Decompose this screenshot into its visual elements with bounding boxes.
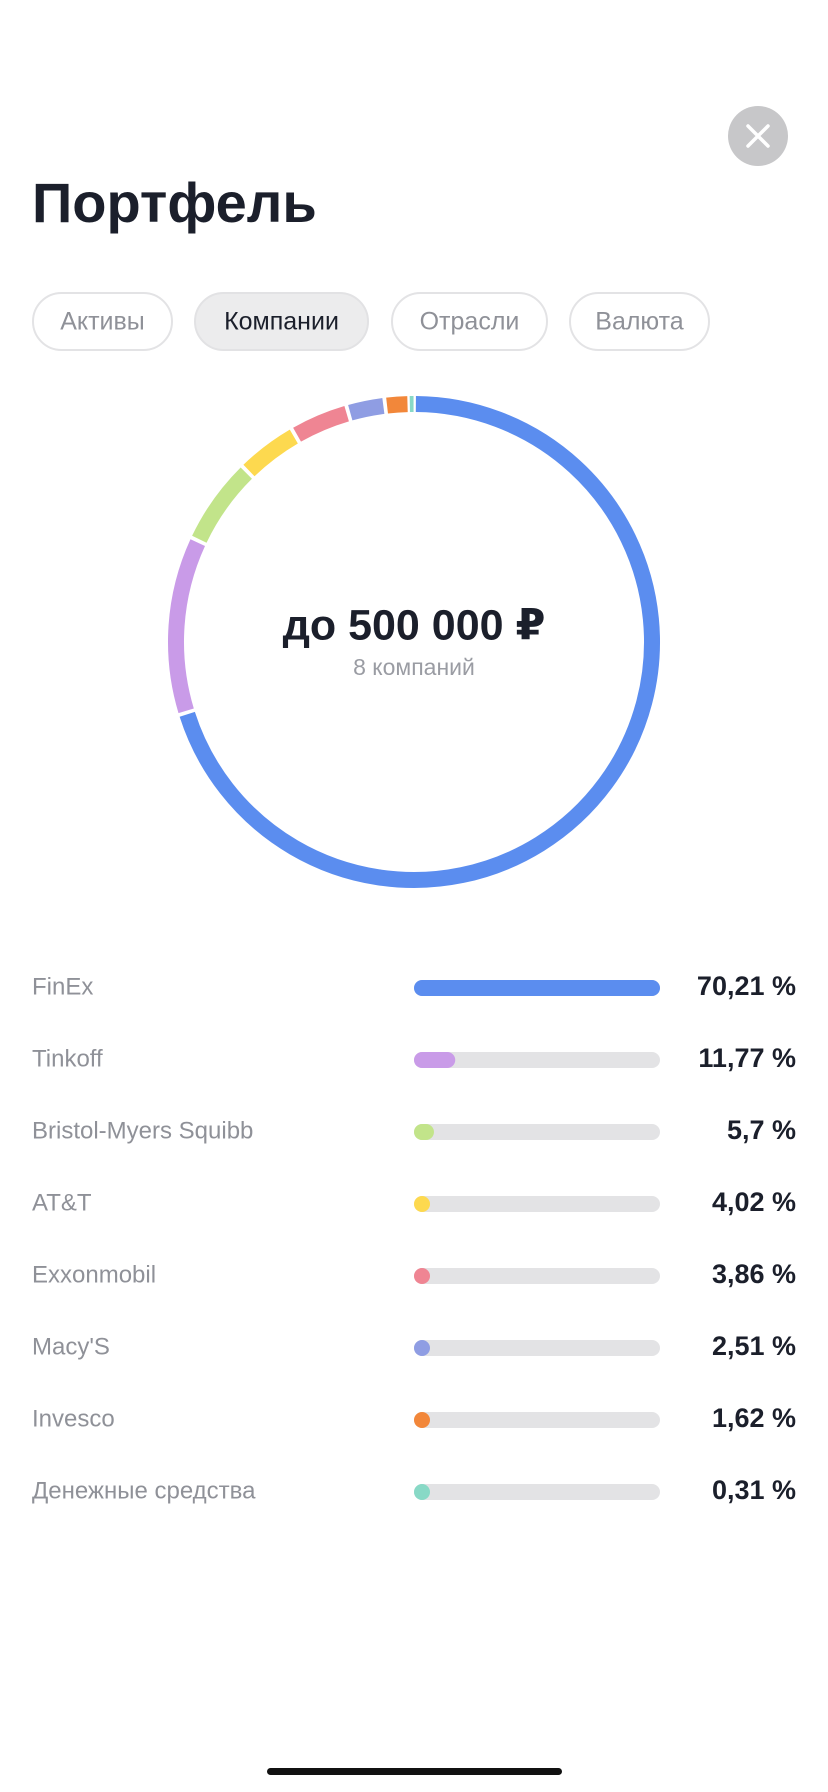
tab[interactable]: Компании bbox=[194, 292, 369, 351]
donut-segment bbox=[348, 398, 385, 421]
bar-track bbox=[414, 1412, 660, 1428]
donut-segment bbox=[386, 396, 408, 414]
company-row: AT&T 4,02 % bbox=[32, 1187, 796, 1217]
close-button[interactable] bbox=[728, 106, 788, 166]
tab-pill[interactable] bbox=[569, 292, 710, 351]
company-name: Macy'S bbox=[32, 1333, 110, 1360]
value-label: 4,02 % bbox=[712, 1187, 796, 1217]
donut-segment bbox=[293, 406, 350, 442]
company-row: Денежные средства 0,31 % bbox=[32, 1475, 796, 1505]
tab-label[interactable]: Компании bbox=[224, 308, 339, 336]
chart-subtitle: 8 компаний bbox=[353, 654, 475, 680]
bar-fill bbox=[414, 1484, 430, 1500]
tab-label[interactable]: Активы bbox=[60, 308, 145, 336]
donut-segment bbox=[179, 396, 660, 888]
value-label: 5,7 % bbox=[727, 1115, 796, 1145]
bar-fill bbox=[414, 1124, 434, 1140]
bar-track bbox=[414, 1484, 660, 1500]
bar-track bbox=[414, 1340, 660, 1356]
value-label: 3,86 % bbox=[712, 1259, 796, 1289]
chart-title: до 500 000 ₽ bbox=[283, 601, 546, 649]
company-list: FinEx 70,21 % Tinkoff 11,77 % Bristol-Myers … bbox=[32, 971, 796, 1505]
tab[interactable]: Валюта bbox=[569, 292, 710, 351]
bar-track bbox=[414, 1052, 660, 1068]
tab-label[interactable]: Валюта bbox=[595, 308, 684, 336]
company-name: Invesco bbox=[32, 1405, 115, 1432]
bar-fill bbox=[414, 1052, 456, 1068]
bar-fill bbox=[414, 1268, 430, 1284]
donut-segment bbox=[243, 429, 298, 477]
tab-pill[interactable] bbox=[391, 292, 548, 351]
company-row: Exxonmobil 3,86 % bbox=[32, 1259, 796, 1289]
value-label: 70,21 % bbox=[697, 971, 796, 1001]
tabs: Активы Компании Отрасли Валюта bbox=[32, 292, 710, 351]
company-name: Exxonmobil bbox=[32, 1261, 156, 1288]
company-name: Bristol-Myers Squibb bbox=[32, 1117, 253, 1144]
tab-label[interactable]: Отрасли bbox=[420, 308, 520, 336]
bar-track bbox=[414, 1196, 660, 1212]
company-row: Bristol-Myers Squibb 5,7 % bbox=[32, 1115, 796, 1145]
donut-segment bbox=[192, 467, 253, 543]
home-indicator bbox=[267, 1768, 562, 1775]
bar-fill bbox=[414, 1340, 430, 1356]
company-row: Invesco 1,62 % bbox=[32, 1403, 796, 1433]
tab-pill[interactable] bbox=[194, 292, 369, 351]
value-label: 1,62 % bbox=[712, 1403, 796, 1433]
bar-fill bbox=[414, 980, 660, 996]
bar-fill bbox=[414, 1412, 430, 1428]
close-icon[interactable] bbox=[746, 124, 770, 148]
company-row: FinEx 70,21 % bbox=[32, 971, 796, 1001]
company-row: Macy'S 2,51 % bbox=[32, 1331, 796, 1361]
page-title: Портфель bbox=[32, 171, 317, 234]
company-name: AT&T bbox=[32, 1189, 92, 1216]
company-name: FinEx bbox=[32, 973, 93, 1000]
bar-fill bbox=[414, 1196, 430, 1212]
company-row: Tinkoff 11,77 % bbox=[32, 1043, 796, 1073]
tab[interactable]: Отрасли bbox=[391, 292, 548, 351]
donut-chart bbox=[168, 396, 660, 888]
tab-pill[interactable] bbox=[32, 292, 173, 351]
bar-track bbox=[414, 1268, 660, 1284]
donut-segment bbox=[168, 539, 206, 714]
tab[interactable]: Активы bbox=[32, 292, 173, 351]
value-label: 0,31 % bbox=[712, 1475, 796, 1505]
company-name: Tinkoff bbox=[32, 1045, 103, 1072]
company-name: Денежные средства bbox=[32, 1477, 256, 1504]
bar-track bbox=[414, 1124, 660, 1140]
value-label: 2,51 % bbox=[712, 1331, 796, 1361]
value-label: 11,77 % bbox=[698, 1043, 796, 1073]
